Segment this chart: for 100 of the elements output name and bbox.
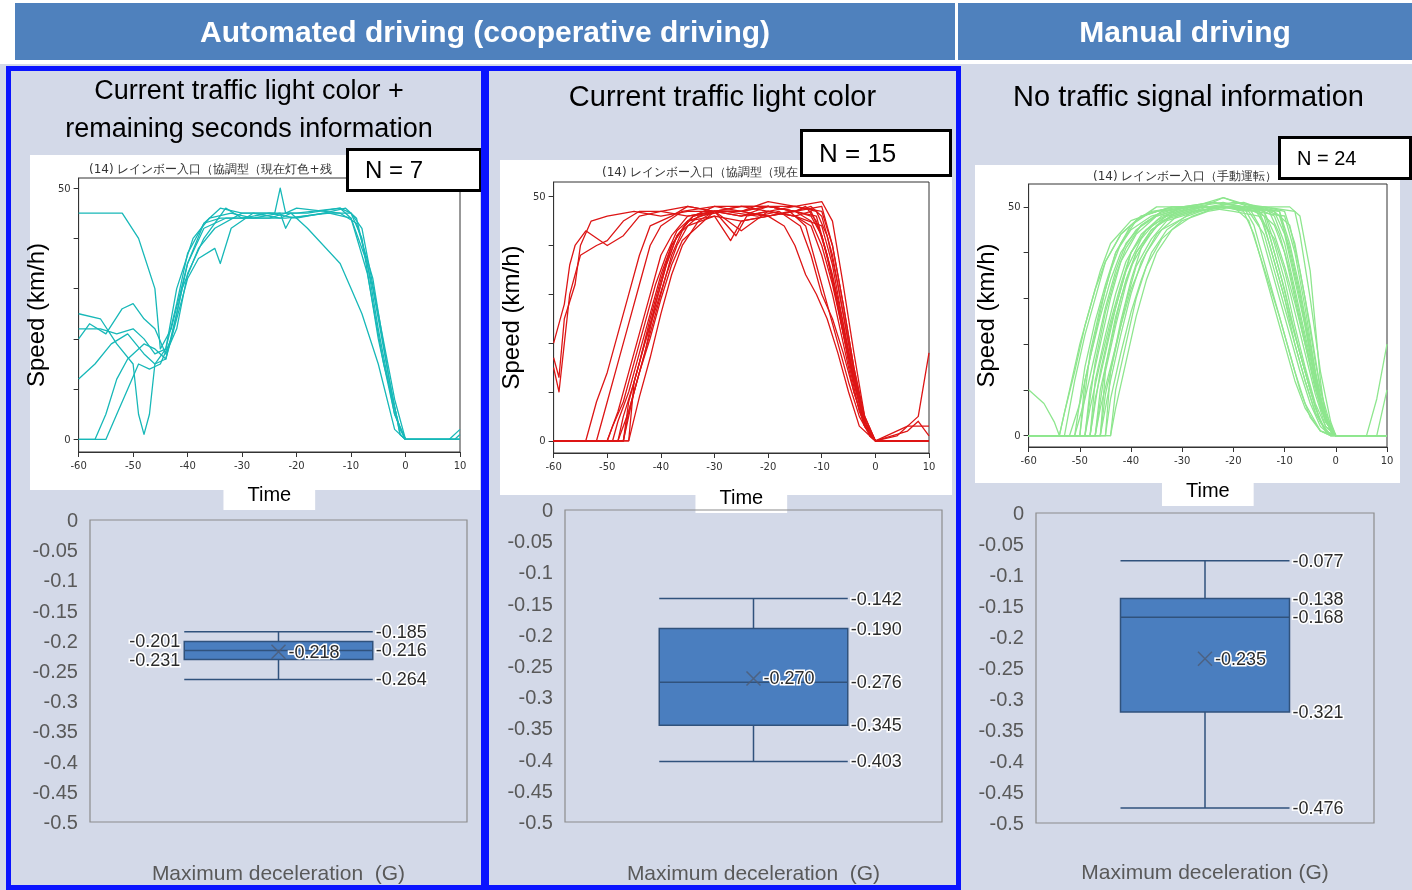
chart-title: Current traffic light color + remaining seconds information	[64, 74, 434, 145]
x-tick-label: -20	[759, 460, 777, 472]
x-tick-label: -50	[1071, 454, 1088, 466]
y-tick-label: 0	[1012, 502, 1024, 524]
x-tick-label: 0	[1332, 454, 1339, 466]
y-tick-label: 50	[1007, 201, 1021, 213]
text: -0.201	[129, 631, 181, 652]
x-axis-title: Time	[1185, 479, 1230, 501]
x-tick-label: -20	[1225, 454, 1242, 466]
text: -0.077	[1292, 550, 1344, 571]
text: -0.476	[1292, 798, 1344, 819]
x-tick-label: 0	[402, 459, 409, 471]
y-tick-label: -0.5	[518, 811, 553, 833]
chart-subtitle: (14) レインボー入口（手動運転）	[1093, 168, 1278, 185]
y-tick-label: -0.25	[978, 657, 1024, 679]
y-tick-label: -0.2	[43, 629, 78, 652]
x-tick-label: -30	[1174, 454, 1191, 466]
text-box: N = 7	[346, 148, 482, 192]
x-tick-label: -20	[288, 459, 305, 471]
text-box: N = 15	[800, 129, 952, 177]
y-tick-label: -0.1	[518, 561, 553, 584]
y-tick-label: 0	[66, 509, 78, 531]
y-tick-label: -0.05	[32, 539, 78, 562]
y-tick-label: -0.1	[989, 564, 1024, 586]
y-tick-label: -0.3	[518, 686, 553, 709]
y-tick-label: -0.25	[507, 655, 553, 677]
text: Manual driving	[958, 3, 1412, 60]
y-tick-label: -0.25	[32, 660, 78, 682]
text: -0.231	[129, 649, 181, 670]
y-tick-label: -0.2	[518, 623, 553, 646]
y-tick-label: 0	[541, 499, 553, 521]
y-tick-label: 0	[1014, 430, 1021, 442]
x-axis-title: Maximum deceleration (G)	[626, 861, 881, 884]
y-axis-title: Speed (km/h)	[21, 242, 49, 388]
text: Automated driving (cooperative driving)	[15, 3, 955, 60]
x-tick-label: -10	[813, 460, 830, 472]
y-tick-label: -0.3	[43, 690, 78, 713]
annotation: -0.270	[763, 668, 815, 689]
chart-subtitle: (14) レインボー入口（協調型（現在灯色+残	[89, 161, 332, 178]
chart-title: No traffic signal information	[1012, 79, 1365, 114]
x-axis-title: Time	[247, 483, 292, 505]
text: -0.264	[375, 669, 427, 690]
text: -0.142	[850, 588, 902, 609]
y-tick-label: -0.1	[43, 569, 78, 592]
y-tick-label: 50	[57, 182, 71, 194]
annotation: -0.235	[1215, 648, 1267, 669]
x-tick-label: -60	[545, 460, 562, 472]
x-tick-label: 0	[872, 460, 879, 472]
x-tick-label: 10	[922, 460, 936, 472]
y-axis-title: Speed (km/h)	[971, 243, 999, 388]
y-tick-label: -0.05	[507, 530, 553, 553]
y-tick-label: -0.5	[43, 811, 78, 833]
text: -0.138	[1292, 588, 1344, 609]
text: -0.216	[375, 640, 427, 661]
x-tick-label: -60	[1020, 454, 1037, 466]
x-tick-label: -30	[706, 460, 723, 472]
y-tick-label: -0.15	[32, 599, 78, 622]
x-tick-label: -10	[342, 459, 360, 471]
x-axis-title: Maximum deceleration (G)	[1081, 860, 1329, 883]
y-tick-label: -0.45	[32, 780, 78, 803]
x-tick-label: -30	[233, 459, 251, 471]
y-tick-label: -0.4	[518, 748, 553, 771]
y-tick-label: -0.35	[32, 720, 78, 743]
x-tick-label: 10	[1380, 454, 1394, 466]
y-tick-label: -0.4	[43, 750, 78, 773]
x-tick-label: -40	[1122, 454, 1140, 466]
y-axis-title: Speed (km/h)	[496, 245, 524, 390]
x-tick-label: -60	[70, 459, 87, 471]
x-axis-title: Maximum deceleration (G)	[151, 861, 406, 884]
text: -0.345	[850, 715, 902, 736]
x-tick-label: -40	[179, 459, 196, 471]
text: -0.190	[850, 618, 902, 639]
chart-subtitle: (14) レインボー入口（協調型（現在	[602, 164, 799, 181]
chart-title: Current traffic light color	[567, 79, 878, 114]
x-tick-label: 10	[453, 459, 467, 471]
y-tick-label: -0.45	[978, 781, 1024, 803]
x-tick-label: -50	[124, 459, 142, 471]
x-tick-label: -40	[652, 460, 670, 472]
y-tick-label: -0.5	[989, 812, 1024, 834]
y-tick-label: -0.35	[507, 717, 553, 740]
text: -0.168	[1292, 607, 1344, 628]
y-tick-label: -0.3	[989, 688, 1024, 710]
y-tick-label: -0.15	[978, 595, 1024, 617]
y-tick-label: -0.4	[989, 750, 1024, 772]
text: -0.276	[850, 672, 902, 693]
text-box: N = 24	[1278, 136, 1412, 180]
y-tick-label: 0	[539, 435, 546, 447]
y-tick-label: -0.35	[978, 719, 1024, 741]
x-tick-label: -50	[599, 460, 616, 472]
y-tick-label: 0	[64, 433, 71, 445]
x-axis-title: Time	[719, 486, 764, 508]
y-tick-label: -0.2	[989, 626, 1024, 648]
x-tick-label: -10	[1276, 454, 1293, 466]
y-tick-label: -0.05	[978, 533, 1024, 555]
annotation: -0.218	[288, 641, 340, 662]
text: -0.185	[375, 621, 427, 642]
text: -0.403	[850, 751, 902, 772]
text: -0.321	[1292, 702, 1344, 723]
y-tick-label: -0.45	[507, 779, 553, 802]
y-tick-label: -0.15	[507, 592, 553, 615]
